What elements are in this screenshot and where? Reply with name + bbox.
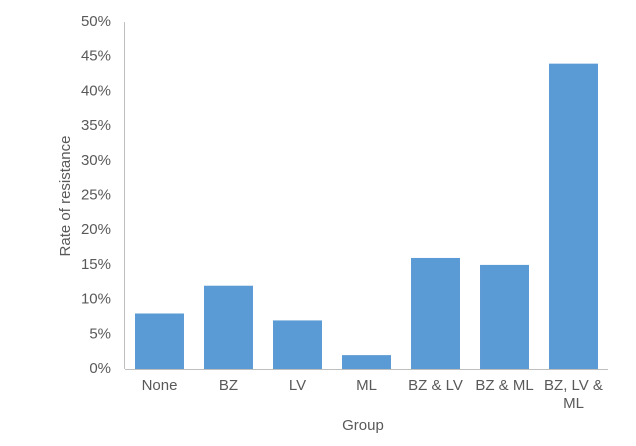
y-tick-label: 15% xyxy=(81,256,111,273)
x-tick-label-box: ML xyxy=(356,377,377,394)
y-tick-label: 20% xyxy=(81,221,111,238)
bar xyxy=(273,320,322,369)
x-tick-label-box: LV xyxy=(288,377,307,394)
bar xyxy=(135,313,184,369)
bar xyxy=(342,355,391,369)
x-tick-label-box: BZ & ML xyxy=(475,377,534,394)
bar xyxy=(549,63,598,369)
x-tick-label: LV xyxy=(288,377,307,394)
y-tick-label: 25% xyxy=(81,186,111,203)
bar xyxy=(411,257,460,369)
y-tick-label: 50% xyxy=(81,13,111,30)
x-tick-label: BZ, LV & ML xyxy=(544,377,603,412)
x-tick-label-box: BZ & LV xyxy=(408,377,463,394)
x-tick-label-box: None xyxy=(141,377,178,394)
y-tick-label: 5% xyxy=(89,325,111,342)
y-tick-label: 40% xyxy=(81,82,111,99)
x-tick-label: BZ & ML xyxy=(475,377,534,394)
x-tick-label: BZ & LV xyxy=(408,377,463,394)
y-tick-label: 0% xyxy=(89,360,111,377)
y-tick-label: 45% xyxy=(81,48,111,65)
y-tick-label: 10% xyxy=(81,291,111,308)
x-tick-label: None xyxy=(141,377,178,394)
x-tick-label: ML xyxy=(356,377,377,394)
x-tick-label-box: BZ, LV & ML xyxy=(544,377,603,412)
x-tick-label: BZ xyxy=(218,377,239,394)
y-axis-title: Rate of resistance xyxy=(57,136,74,257)
y-tick-label: 30% xyxy=(81,152,111,169)
bar xyxy=(204,285,253,369)
y-tick-label: 35% xyxy=(81,117,111,134)
x-tick-label-box: BZ xyxy=(218,377,239,394)
bar xyxy=(480,264,529,369)
x-axis-title: Group xyxy=(342,417,384,434)
